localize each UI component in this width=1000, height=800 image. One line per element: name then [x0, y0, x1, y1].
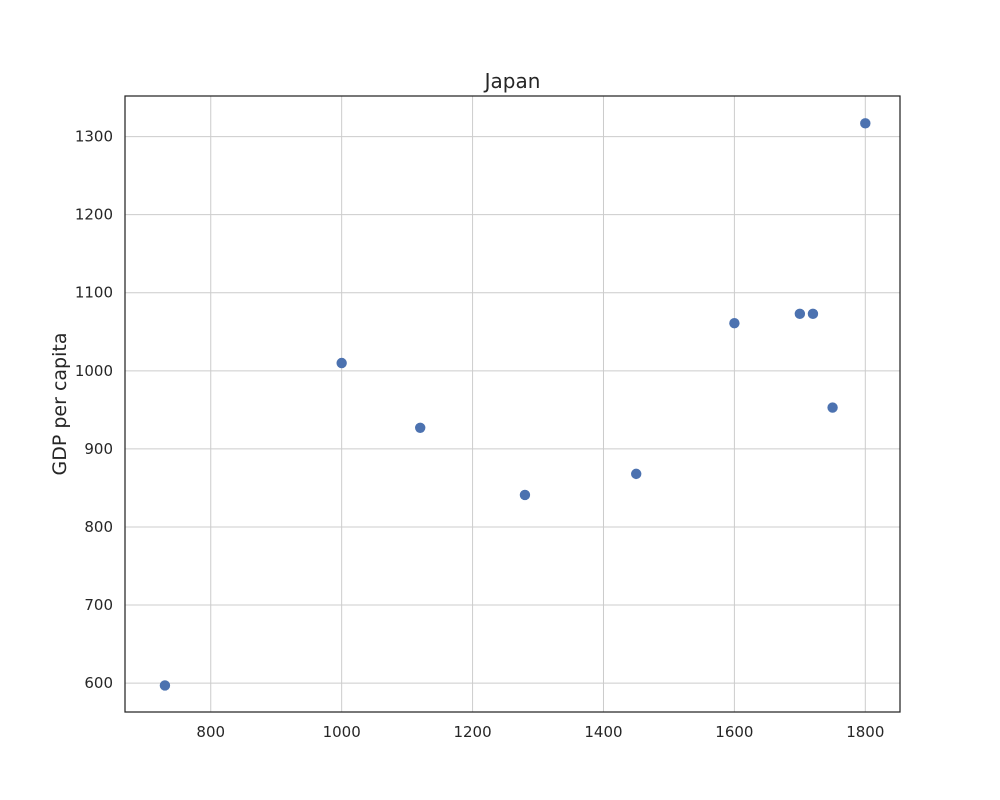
data-point: [415, 422, 426, 434]
grid-lines: [125, 96, 900, 712]
data-point: [159, 680, 171, 691]
y-tick-label: 1000: [75, 362, 113, 380]
data-point: [827, 402, 838, 413]
data-point: [631, 468, 642, 480]
y-axis-label: GDP per capita: [49, 333, 71, 476]
data-point: [336, 357, 347, 369]
plot-frame: [124, 95, 901, 713]
y-tick-label: 800: [84, 518, 113, 536]
data-point: [519, 489, 531, 501]
x-tick-label: 1000: [323, 723, 361, 741]
data-points: [159, 118, 871, 691]
x-tick-label: 800: [196, 723, 225, 741]
data-point: [794, 308, 806, 320]
x-tick-label: 1200: [453, 723, 491, 741]
y-tick-labels: 600 700 800 900 1000 1100 1200 1300: [75, 128, 113, 693]
y-tick-label: 1300: [75, 128, 113, 146]
y-tick-label: 600: [84, 674, 113, 692]
x-tick-label: 1800: [846, 723, 884, 741]
data-point: [807, 308, 819, 320]
y-tick-label: 700: [84, 596, 113, 614]
x-tick-label: 1400: [584, 723, 622, 741]
x-tick-labels: 800 1000 1200 1400 1600 1800: [196, 723, 884, 741]
y-tick-label: 1200: [75, 206, 113, 224]
y-tick-label: 900: [84, 440, 113, 458]
y-tick-label: 1100: [75, 284, 113, 302]
chart-title: Japan: [483, 69, 541, 93]
x-tick-label: 1600: [715, 723, 753, 741]
data-point: [860, 118, 871, 129]
data-point: [729, 317, 740, 329]
